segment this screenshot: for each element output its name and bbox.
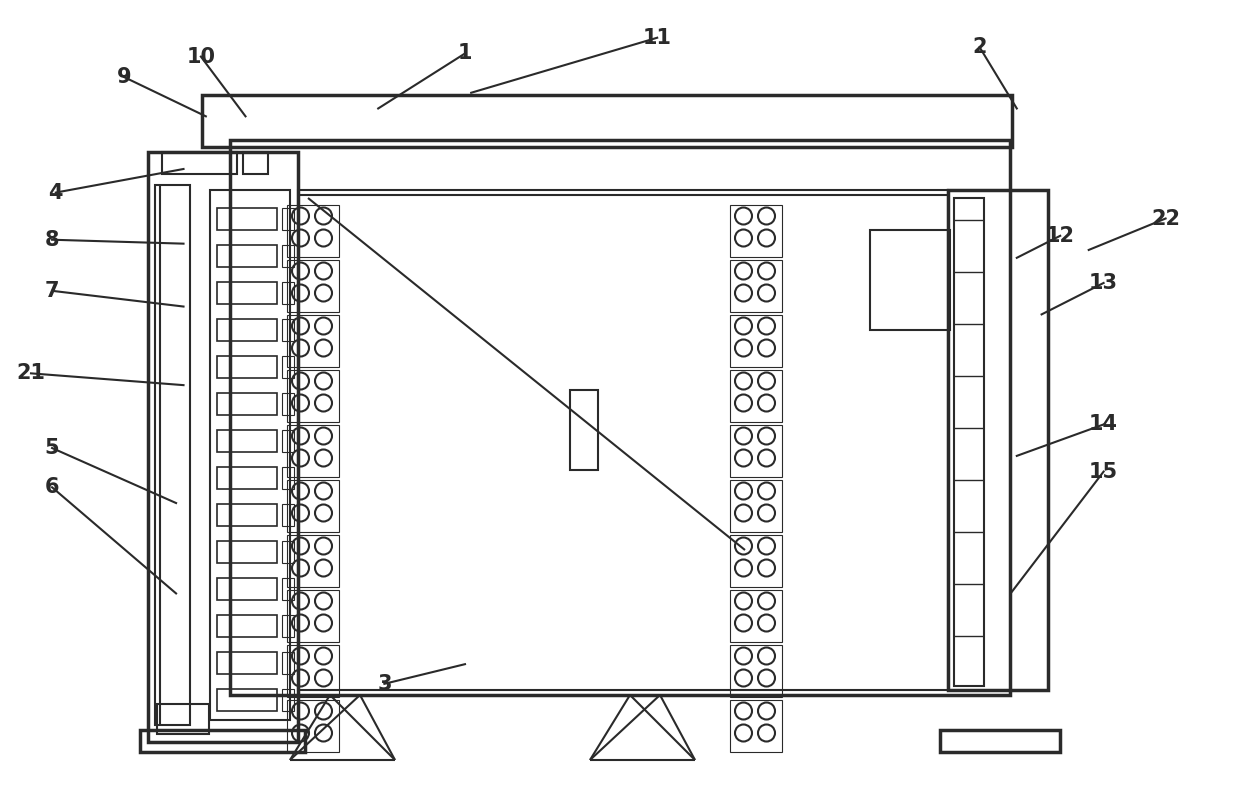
Text: 7: 7 bbox=[45, 281, 60, 301]
Bar bbox=[949, 190, 1048, 690]
Bar bbox=[730, 260, 782, 312]
Text: 1: 1 bbox=[458, 43, 472, 64]
Bar bbox=[140, 730, 305, 752]
Bar bbox=[954, 198, 985, 686]
Bar bbox=[217, 541, 277, 563]
Bar bbox=[286, 370, 339, 422]
Bar bbox=[281, 541, 294, 563]
Bar bbox=[217, 615, 277, 637]
Text: 13: 13 bbox=[1089, 273, 1118, 293]
Bar bbox=[217, 467, 277, 489]
Bar bbox=[202, 95, 1012, 147]
Bar bbox=[281, 245, 294, 267]
Bar bbox=[286, 205, 339, 257]
Bar bbox=[281, 319, 294, 341]
Bar bbox=[286, 260, 339, 312]
Text: 3: 3 bbox=[377, 674, 392, 694]
Bar bbox=[281, 282, 294, 304]
Bar bbox=[286, 535, 339, 587]
Bar bbox=[281, 578, 294, 600]
Bar bbox=[217, 578, 277, 600]
Bar bbox=[157, 704, 210, 734]
Bar bbox=[730, 700, 782, 752]
Bar bbox=[286, 700, 339, 752]
Bar bbox=[940, 730, 1060, 752]
Text: 22: 22 bbox=[1151, 208, 1180, 229]
Bar bbox=[286, 590, 339, 642]
Bar bbox=[730, 590, 782, 642]
Text: 15: 15 bbox=[1089, 461, 1118, 482]
Bar bbox=[286, 425, 339, 477]
Bar bbox=[286, 645, 339, 697]
Bar bbox=[217, 282, 277, 304]
Bar bbox=[281, 615, 294, 637]
Text: 4: 4 bbox=[48, 182, 63, 203]
Text: 21: 21 bbox=[16, 363, 46, 384]
Bar bbox=[870, 230, 950, 330]
Text: 12: 12 bbox=[1045, 226, 1075, 246]
Bar bbox=[217, 208, 277, 230]
Bar bbox=[281, 393, 294, 415]
Bar bbox=[730, 315, 782, 367]
Bar bbox=[286, 315, 339, 367]
Bar bbox=[217, 245, 277, 267]
Bar bbox=[286, 480, 339, 532]
Bar bbox=[730, 480, 782, 532]
Bar bbox=[730, 370, 782, 422]
Bar bbox=[155, 185, 190, 725]
Text: 5: 5 bbox=[45, 438, 60, 458]
Bar bbox=[281, 356, 294, 378]
Bar bbox=[229, 140, 1011, 695]
Bar bbox=[210, 190, 290, 720]
Bar bbox=[217, 393, 277, 415]
Bar bbox=[281, 467, 294, 489]
Bar bbox=[570, 390, 598, 470]
Bar bbox=[730, 645, 782, 697]
Bar bbox=[217, 356, 277, 378]
Text: 11: 11 bbox=[642, 28, 672, 48]
Bar bbox=[217, 652, 277, 674]
Bar bbox=[730, 205, 782, 257]
Bar bbox=[162, 152, 237, 174]
Bar bbox=[298, 190, 949, 690]
Bar bbox=[217, 504, 277, 526]
Bar bbox=[730, 535, 782, 587]
Bar bbox=[217, 319, 277, 341]
Bar bbox=[148, 152, 298, 742]
Bar bbox=[281, 208, 294, 230]
Text: 10: 10 bbox=[186, 46, 216, 67]
Text: 8: 8 bbox=[45, 230, 60, 250]
Text: 2: 2 bbox=[972, 37, 987, 57]
Bar bbox=[281, 430, 294, 452]
Bar bbox=[217, 689, 277, 711]
Bar bbox=[217, 430, 277, 452]
Bar bbox=[281, 652, 294, 674]
Bar bbox=[281, 504, 294, 526]
Text: 9: 9 bbox=[117, 67, 131, 87]
Bar bbox=[243, 152, 268, 174]
Text: 6: 6 bbox=[45, 477, 60, 498]
Text: 14: 14 bbox=[1089, 414, 1118, 435]
Bar bbox=[730, 425, 782, 477]
Bar bbox=[281, 689, 294, 711]
